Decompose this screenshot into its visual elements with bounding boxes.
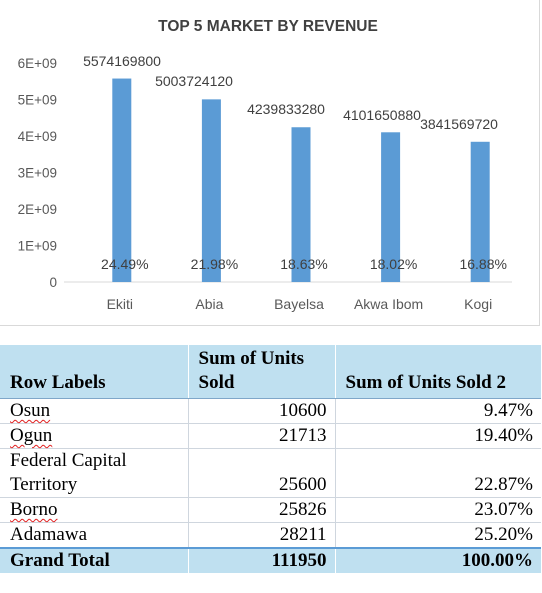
row-label[interactable]: Osun (0, 398, 188, 424)
bar-percent-label: 16.88% (459, 256, 506, 272)
row-label[interactable]: Adamawa (0, 522, 188, 549)
y-tick-label: 1E+09 (18, 239, 57, 254)
bar-chart-canvas: 0 1E+09 2E+09 3E+09 4E+09 5E+09 6E+09 557416980… (18, 53, 512, 312)
y-tick-label: 4E+09 (18, 129, 57, 144)
bar (381, 132, 401, 282)
x-tick-label: Kogi (464, 296, 492, 312)
header-row-labels[interactable]: Row Labels (0, 345, 188, 399)
y-tick-label: 0 (49, 275, 57, 290)
bar (470, 141, 490, 282)
y-tick-label: 3E+09 (18, 166, 57, 181)
row-percent[interactable]: 9.47% (334, 398, 541, 424)
bar-value-label: 4101650880 (343, 107, 421, 123)
bar-percent-label: 18.02% (370, 256, 417, 272)
row-label-text: Borno (10, 499, 58, 520)
row-units[interactable]: 25600 (187, 448, 335, 498)
row-percent[interactable]: 23.07% (334, 497, 541, 523)
bar-value-label: 5574169800 (83, 53, 161, 69)
x-tick-label: Akwa Ibom (354, 296, 423, 312)
bar-value-label: 5003724120 (155, 73, 233, 89)
row-label-text: Osun (10, 400, 51, 421)
bar-percent-label: 18.63% (280, 256, 327, 272)
bar (112, 78, 132, 282)
x-tick-label: Abia (195, 296, 223, 312)
row-units[interactable]: 28211 (187, 522, 335, 549)
table-row: Osun 10600 9.47% (0, 398, 541, 424)
row-label[interactable]: Federal Capital Territory (0, 448, 188, 498)
table-row: Ogun 21713 19.40% (0, 423, 541, 449)
row-label[interactable]: Ogun (0, 423, 188, 449)
grand-total-percent[interactable]: 100.00% (334, 547, 541, 573)
bar-percent-label: 24.49% (101, 256, 148, 272)
x-tick-label: Ekiti (107, 296, 133, 312)
row-units[interactable]: 10600 (187, 398, 335, 424)
bar (291, 127, 311, 282)
y-tick-label: 6E+09 (18, 56, 57, 71)
table-row: Borno 25826 23.07% (0, 497, 541, 523)
header-sum-units-sold[interactable]: Sum of Units Sold (187, 345, 335, 399)
table-header-row: Row Labels Sum of Units Sold Sum of Unit… (0, 345, 541, 399)
row-percent[interactable]: 25.20% (334, 522, 541, 549)
row-units[interactable]: 21713 (187, 423, 335, 449)
grand-total-units[interactable]: 111950 (187, 547, 335, 573)
table-row: Federal Capital Territory 25600 22.87% (0, 448, 541, 498)
header-sum-units-sold-2[interactable]: Sum of Units Sold 2 (334, 345, 541, 399)
bar-value-label: 4239833280 (247, 101, 325, 117)
table-row: Adamawa 28211 25.20% (0, 522, 541, 549)
bar (201, 99, 221, 282)
grand-total-row: Grand Total 111950 100.00% (0, 547, 541, 573)
grand-total-label[interactable]: Grand Total (0, 547, 188, 573)
bar-value-label: 3841569720 (420, 116, 498, 132)
row-units[interactable]: 25826 (187, 497, 335, 523)
y-tick-label: 5E+09 (18, 93, 57, 108)
pivot-table: Row Labels Sum of Units Sold Sum of Unit… (0, 345, 541, 573)
revenue-chart: TOP 5 MARKET BY REVENUE 0 1E+09 2E+09 3E+09… (0, 0, 540, 326)
row-label-text: Ogun (10, 425, 53, 446)
row-percent[interactable]: 19.40% (334, 423, 541, 449)
row-label[interactable]: Borno (0, 497, 188, 523)
bar-percent-label: 21.98% (191, 256, 238, 272)
y-tick-label: 2E+09 (18, 202, 57, 217)
row-percent[interactable]: 22.87% (334, 448, 541, 498)
chart-title: TOP 5 MARKET BY REVENUE (158, 18, 378, 35)
x-tick-label: Bayelsa (274, 296, 324, 312)
